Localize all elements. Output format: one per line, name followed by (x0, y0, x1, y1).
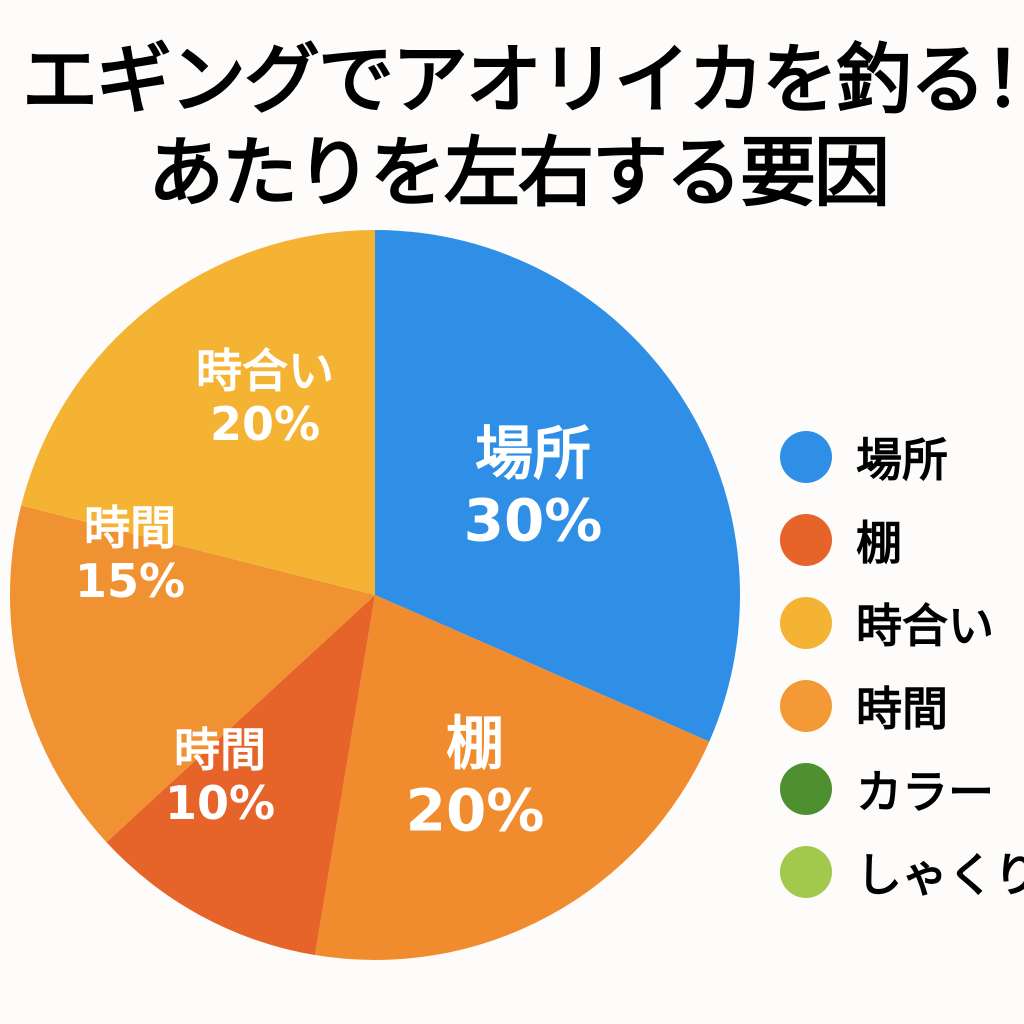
slice-label-jikan-15: 時間 15% (75, 502, 185, 608)
legend-swatch (780, 430, 832, 483)
pie-slice-1 (314, 595, 710, 960)
legend-item: 時間 (780, 664, 1024, 747)
legend-swatch (780, 596, 832, 649)
slice-label-text: 棚 (445, 709, 505, 778)
slice-label-value: 10% (164, 776, 276, 830)
slice-label-value: 15% (74, 554, 186, 608)
slice-label-basho: 場所 30% (464, 420, 603, 553)
legend-swatch (780, 762, 832, 815)
slice-label-text: 時間 (173, 723, 266, 778)
legend-swatch (780, 845, 832, 898)
slice-label-text: 時間 (83, 501, 176, 556)
pie-slice-2 (106, 595, 376, 956)
legend-label: 時合い (856, 598, 994, 653)
slice-label-tana: 棚 20% (406, 710, 545, 843)
slice-label-value: 20% (405, 776, 545, 844)
slice-label-text: 場所 (474, 419, 592, 488)
legend-label: しゃくり方 (856, 847, 1024, 902)
slice-label-jiai: 時合い 20% (196, 345, 334, 451)
pie-slice-4 (21, 230, 375, 595)
legend-item: 棚 (780, 498, 1024, 581)
legend-label: 時間 (856, 681, 948, 736)
legend-item: しゃくり方 (780, 830, 1024, 913)
slice-label-jikan-10: 時間 10% (165, 724, 275, 830)
pie-slice-0 (375, 230, 741, 742)
slice-label-value: 20% (209, 397, 321, 451)
chart-title-line-1: エギングでアオリイカを釣る！ (22, 35, 1024, 124)
legend-label: 棚 (856, 515, 902, 570)
legend-swatch (780, 679, 832, 732)
legend: 場所 棚 時合い 時間 カラー しゃくり方 (780, 415, 1024, 913)
legend-label: カラー (856, 764, 994, 819)
legend-swatch (780, 513, 832, 566)
slice-label-value: 30% (463, 486, 603, 554)
chart-title-line-2: あたりを左右する要因 (148, 128, 890, 217)
slice-label-text: 時合い (196, 344, 334, 399)
legend-item: 時合い (780, 581, 1024, 664)
pie-slice-3 (10, 505, 375, 843)
legend-item: 場所 (780, 415, 1024, 498)
legend-item: カラー (780, 747, 1024, 830)
legend-label: 場所 (856, 432, 948, 487)
